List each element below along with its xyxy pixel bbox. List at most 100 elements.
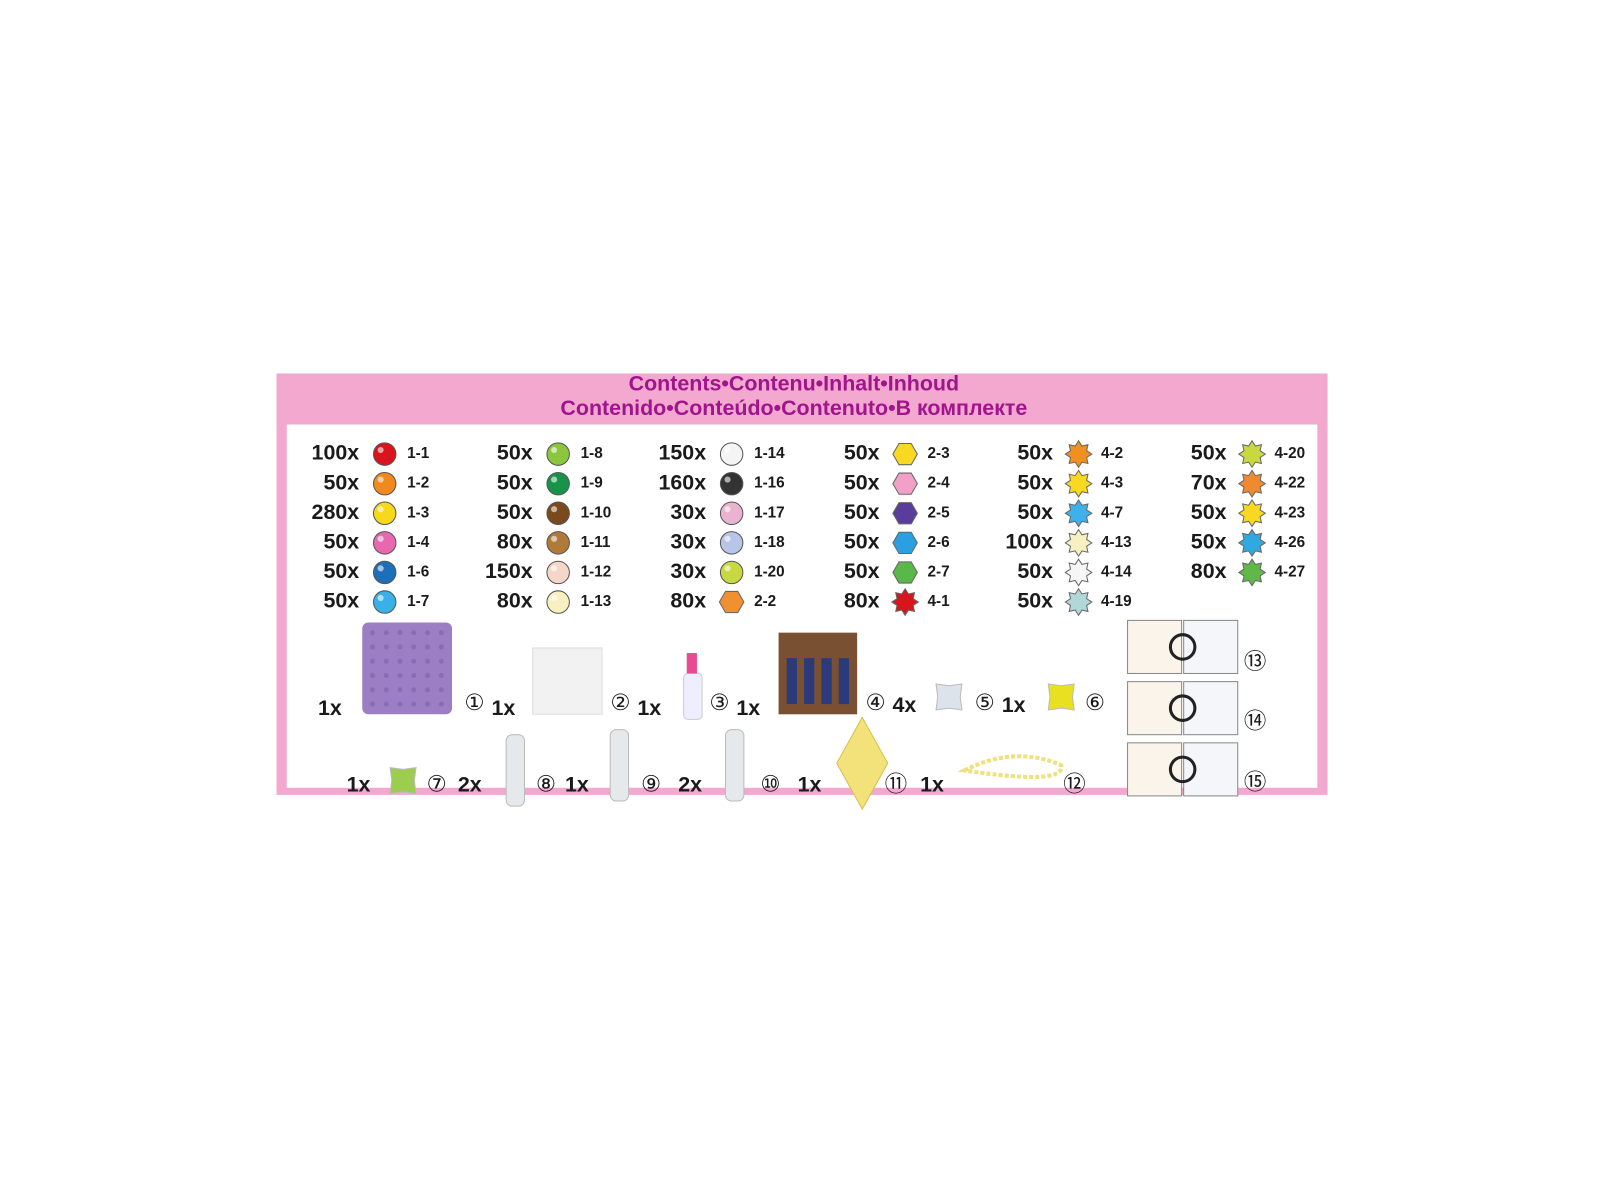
bead-icon xyxy=(1064,528,1093,558)
bead-qty: 50x xyxy=(323,530,359,554)
bead-shine xyxy=(377,594,384,602)
accessory-qty: 1x xyxy=(736,696,760,720)
bead-code: 2-2 xyxy=(754,593,776,610)
pegboard-shape xyxy=(532,647,603,715)
bead-code: 4-20 xyxy=(1274,445,1305,462)
accessory-qty: 1x xyxy=(565,772,589,796)
accessory-spray xyxy=(683,653,703,720)
bead-qty: 50x xyxy=(844,470,880,494)
board-dot xyxy=(383,644,389,650)
board-dot xyxy=(438,644,444,650)
accessory-stand xyxy=(505,734,525,807)
bead-qty: 150x xyxy=(658,441,706,465)
bead-code: 1-18 xyxy=(754,534,785,551)
bead-qty: 30x xyxy=(670,559,706,583)
accessory-number: ⑫ xyxy=(1063,772,1085,797)
picture-window xyxy=(786,658,797,705)
accessory-picture xyxy=(778,632,858,715)
accessory-stand xyxy=(609,729,630,802)
bead-code: 4-14 xyxy=(1101,563,1132,580)
bead-code: 1-11 xyxy=(581,534,611,551)
accessory-number: ⑨ xyxy=(641,772,661,797)
bead-icon xyxy=(890,587,920,617)
accessory-board xyxy=(362,622,453,715)
bead-qty: 50x xyxy=(844,530,880,554)
bead-qty: 50x xyxy=(497,470,533,494)
bead-shine xyxy=(551,565,558,572)
bead-shine xyxy=(377,476,384,483)
bead-code: 1-12 xyxy=(581,563,612,580)
card-swap xyxy=(1168,633,1197,661)
card-right xyxy=(1183,742,1239,797)
accessory-number: ⑧ xyxy=(536,772,556,797)
bead-code: 4-19 xyxy=(1101,593,1132,610)
chain-shape xyxy=(957,754,1064,779)
accessory-qty: 1x xyxy=(1002,693,1026,717)
stand-shape xyxy=(609,729,630,802)
board-dot xyxy=(411,672,417,679)
accessory-chain xyxy=(957,754,1064,779)
bead-shine xyxy=(551,506,558,513)
card-right xyxy=(1183,681,1239,736)
bead-shine xyxy=(377,506,384,513)
board-dot xyxy=(425,644,431,650)
bead-icon xyxy=(546,471,570,496)
board-dot xyxy=(411,644,417,650)
bead-icon xyxy=(372,471,397,496)
picture-window xyxy=(821,658,832,705)
bead-qty: 280x xyxy=(312,500,360,524)
bead-qty: 50x xyxy=(1017,441,1053,465)
accessory-cards xyxy=(1127,742,1239,797)
bead-shine xyxy=(724,535,731,542)
card-left xyxy=(1127,742,1183,797)
accessory-pegboard xyxy=(532,647,603,715)
bead-code: 1-2 xyxy=(407,475,429,492)
bead-shine xyxy=(724,446,731,454)
bead-qty: 80x xyxy=(497,589,533,613)
bead-code: 4-1 xyxy=(928,593,951,610)
bead-qty: 50x xyxy=(1017,470,1053,494)
accessory-qty: 1x xyxy=(798,772,822,796)
bead-shine xyxy=(551,535,558,542)
bead-qty: 50x xyxy=(844,559,880,583)
bead-icon xyxy=(719,531,744,555)
bead-icon xyxy=(546,442,570,466)
picture-window xyxy=(838,658,849,705)
bead-code: 1-10 xyxy=(581,504,612,521)
card-left xyxy=(1127,681,1183,736)
bead-qty: 50x xyxy=(844,500,880,524)
accessory-cards xyxy=(1127,681,1239,736)
board-dot xyxy=(397,687,403,693)
board-dot xyxy=(397,672,403,679)
bead-code: 1-13 xyxy=(581,593,612,610)
board-dot xyxy=(397,644,403,650)
card-swap xyxy=(1168,694,1197,722)
accessory-cards xyxy=(1127,619,1239,674)
bead-code: 4-7 xyxy=(1101,504,1123,521)
accessory-qty: 2x xyxy=(678,772,702,796)
bead-code: 1-17 xyxy=(754,504,785,521)
accessory-number: ② xyxy=(610,690,630,715)
bead-icon xyxy=(719,471,744,496)
accessory-qty: 4x xyxy=(893,693,917,717)
bead-code: 4-27 xyxy=(1274,563,1305,580)
bead-qty: 50x xyxy=(497,441,533,465)
accessory-clearpeg xyxy=(935,683,963,711)
bead-icon xyxy=(1237,558,1267,587)
accessory-yellowpeg xyxy=(1047,683,1075,711)
bead-qty: 30x xyxy=(670,500,706,524)
accessory-qty: 1x xyxy=(920,772,944,796)
bead-icon xyxy=(372,501,397,525)
bead-code: 4-2 xyxy=(1101,445,1123,462)
board-dot xyxy=(425,672,431,679)
board-dot xyxy=(425,701,431,707)
bead-icon xyxy=(372,590,397,614)
spray-body xyxy=(683,672,703,720)
bead-code: 4-22 xyxy=(1274,475,1305,492)
bead-qty: 70x xyxy=(1191,470,1227,494)
board-dot xyxy=(383,672,389,679)
bead-code: 2-5 xyxy=(928,504,951,521)
bead-qty: 160x xyxy=(658,470,706,494)
accessory-diamond xyxy=(836,716,889,811)
bead-shine xyxy=(551,446,558,454)
